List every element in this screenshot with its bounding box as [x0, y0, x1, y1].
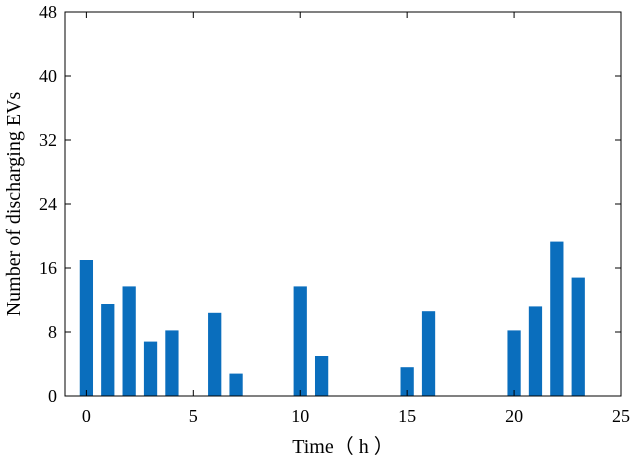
- bar-6: [208, 312, 222, 396]
- bar-10: [293, 286, 307, 396]
- bar-7: [229, 373, 243, 396]
- bar-16: [421, 311, 436, 396]
- x-tick-label: 20: [505, 406, 523, 426]
- x-tick-label: 15: [398, 406, 416, 426]
- y-tick-label: 32: [39, 130, 57, 150]
- y-tick-label: 48: [39, 2, 57, 22]
- x-tick-label: 10: [291, 406, 309, 426]
- y-tick-label: 16: [39, 258, 57, 278]
- x-tick-label: 0: [82, 406, 91, 426]
- bar-1: [101, 304, 115, 396]
- bar-22: [550, 241, 564, 396]
- y-tick-label: 0: [48, 386, 57, 406]
- x-tick-label: 5: [189, 406, 198, 426]
- bar-4: [165, 330, 179, 396]
- plot-frame: [64, 11, 622, 397]
- y-axis-title: Number of discharging EVs: [3, 91, 25, 316]
- bar-3: [143, 341, 158, 396]
- bar-20: [507, 330, 521, 396]
- y-tick-label: 40: [39, 66, 57, 86]
- bars-group: [79, 241, 585, 396]
- bar-11: [314, 356, 329, 396]
- y-tick-label: 24: [39, 194, 57, 214]
- x-tick-label: 25: [612, 406, 630, 426]
- x-axis-ticks: 0 5 10 15 20 25: [82, 12, 630, 426]
- bar-21: [528, 306, 543, 396]
- bar-23: [571, 277, 585, 396]
- bar-15: [400, 367, 414, 396]
- x-axis-title: Time（ h ）: [292, 435, 394, 458]
- bar-0: [79, 260, 94, 396]
- bar-2: [122, 286, 136, 396]
- y-tick-label: 8: [48, 322, 57, 342]
